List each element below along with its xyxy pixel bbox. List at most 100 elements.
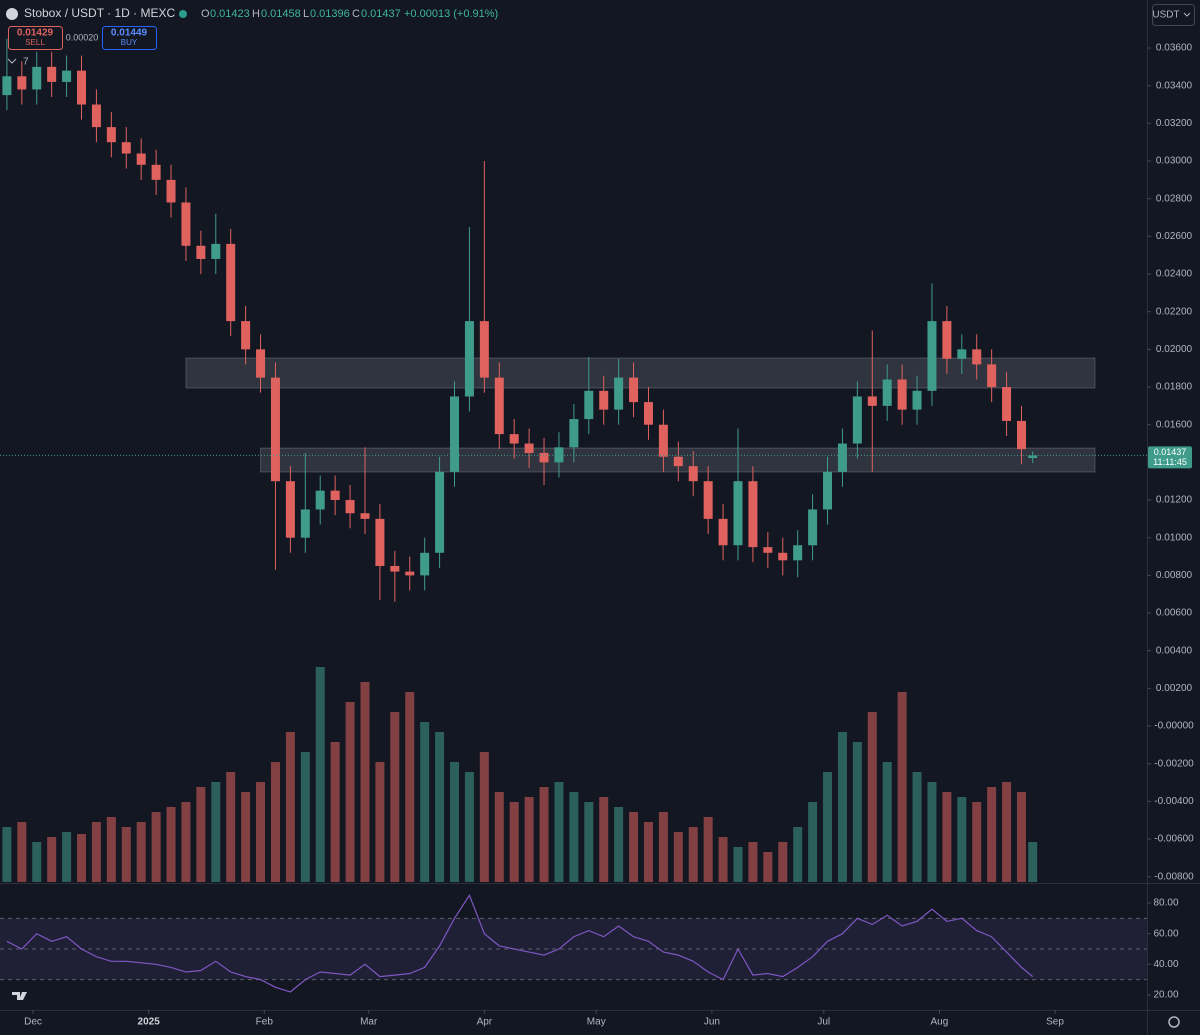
volume-bar	[778, 842, 788, 882]
candle-body	[390, 565, 400, 572]
candle-body	[375, 518, 385, 566]
volume-bar	[629, 812, 639, 882]
candle-body	[450, 396, 460, 472]
volume-bar	[17, 822, 27, 882]
y-tick-label: -0.00200	[1154, 758, 1194, 769]
volume-bar	[599, 797, 609, 882]
rsi-tick-label: 40.00	[1153, 959, 1178, 970]
candle-body	[718, 518, 728, 546]
ohlc-value: 0.01437	[361, 8, 401, 20]
y-tick-label: -0.00400	[1154, 796, 1194, 807]
candle-body	[151, 164, 161, 180]
volume-bar	[91, 822, 101, 882]
candle-body	[897, 379, 907, 410]
candle-body	[673, 456, 683, 467]
settings-icon[interactable]	[1168, 1016, 1180, 1028]
tradingview-logo[interactable]	[12, 992, 27, 1000]
y-tick-label: 0.03400	[1156, 80, 1193, 91]
candle-body	[196, 245, 206, 259]
candle-body	[808, 509, 818, 546]
volume-bar	[420, 722, 430, 882]
x-tick-label: May	[587, 1017, 606, 1028]
volume-bar	[1028, 842, 1038, 882]
volume-bar	[733, 847, 743, 882]
volume-bar	[241, 792, 251, 882]
candle-body	[62, 70, 72, 82]
candle-body	[1002, 387, 1012, 421]
volume-bar	[808, 802, 818, 882]
y-tick-label: 0.01000	[1156, 532, 1193, 543]
volume-bar	[688, 827, 698, 882]
candle-body	[599, 390, 609, 410]
candle-body	[629, 377, 639, 403]
currency-button[interactable]	[1152, 4, 1195, 26]
volume-bar	[957, 797, 967, 882]
volume-bar	[494, 792, 504, 882]
candle-body	[957, 349, 967, 359]
volume-bar	[793, 827, 803, 882]
volume-bar	[718, 837, 728, 882]
volume-bar	[614, 807, 624, 882]
ohlc-label: L	[303, 8, 309, 20]
indicator-toggle[interactable]	[7, 58, 17, 64]
candle-body	[658, 424, 668, 457]
candle-body	[688, 466, 698, 482]
candle-body	[539, 452, 549, 463]
y-tick-label: 0.01600	[1156, 419, 1193, 430]
candle-body	[524, 443, 534, 453]
volume-bar	[912, 772, 922, 882]
volume-bar	[181, 802, 191, 882]
volume-bar	[837, 732, 847, 882]
y-tick-label: -0.00600	[1154, 834, 1194, 845]
volume-bar	[852, 742, 862, 882]
y-tick-label: 0.01800	[1156, 382, 1193, 393]
candle-body	[703, 481, 713, 519]
candle-body	[479, 321, 489, 378]
candle-body	[136, 153, 146, 165]
ohlc-value: 0.01458	[261, 8, 301, 20]
volume-bar	[658, 812, 668, 882]
volume-bar	[77, 834, 87, 882]
candle-body	[405, 571, 415, 576]
volume-bar	[121, 827, 131, 882]
x-tick-label: Feb	[256, 1017, 274, 1028]
ohlc-label: O	[201, 8, 210, 20]
candle-body	[47, 66, 57, 82]
volume-bar	[256, 782, 266, 882]
candle-body	[226, 243, 236, 322]
header: Stobox / USDT · 1D · MEXC O 0.01423 H 0.…	[6, 4, 1195, 1028]
candle-body	[360, 513, 370, 519]
y-tick-label: 0.02800	[1156, 193, 1193, 204]
buy-button[interactable]	[102, 26, 157, 50]
volume-bar	[300, 752, 310, 882]
y-tick-label: 0.03600	[1156, 43, 1193, 54]
y-tick-label: -0.00000	[1154, 721, 1194, 732]
candle-body	[1016, 420, 1026, 450]
candle-body	[912, 390, 922, 410]
candle-body	[300, 509, 310, 538]
candle-body	[256, 349, 266, 378]
volume-bar	[390, 712, 400, 882]
sell-price: 0.01429	[17, 28, 54, 39]
candle-body	[554, 447, 564, 463]
volume-bar	[823, 772, 833, 882]
volume-bar	[226, 772, 236, 882]
y-tick-label: 0.02200	[1156, 306, 1193, 317]
volume-bar	[1016, 792, 1026, 882]
rsi-line	[6, 893, 1034, 993]
last-price: 0.01437	[1154, 447, 1187, 457]
candle-body	[315, 490, 325, 510]
volume-bar	[703, 817, 713, 882]
sell-button[interactable]	[8, 26, 63, 50]
x-tick-label: Jul	[817, 1017, 830, 1028]
status-dot[interactable]	[179, 10, 187, 18]
candle-body	[17, 76, 27, 90]
ohlc-label: H	[252, 8, 260, 20]
candle-body	[793, 545, 803, 561]
volume-bar	[643, 822, 653, 882]
candle-body	[584, 390, 594, 420]
candle-body	[77, 70, 87, 105]
candle-body	[494, 377, 504, 435]
candle-body	[464, 321, 474, 397]
last-price-tag	[1148, 446, 1192, 469]
